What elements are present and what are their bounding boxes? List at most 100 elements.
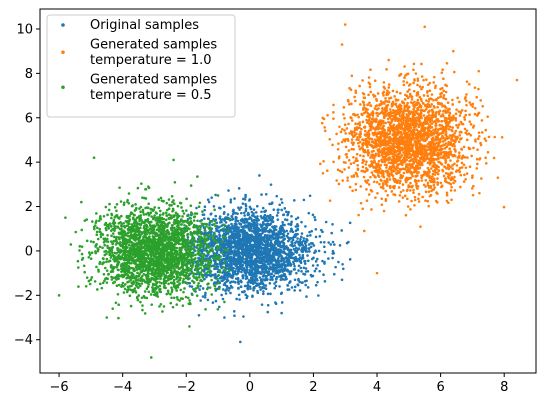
- data-point: [445, 199, 449, 203]
- data-point: [414, 103, 417, 106]
- data-point: [365, 118, 368, 122]
- data-point: [442, 93, 446, 97]
- data-point: [295, 251, 299, 254]
- data-point: [201, 295, 205, 298]
- data-point: [447, 143, 450, 146]
- data-point: [436, 146, 439, 149]
- data-point: [350, 74, 354, 78]
- data-point: [420, 176, 423, 180]
- data-point: [361, 120, 365, 124]
- data-point: [297, 264, 301, 268]
- data-point: [421, 101, 425, 105]
- data-point: [258, 253, 262, 257]
- data-point: [464, 166, 468, 169]
- data-point: [379, 145, 382, 148]
- data-point: [420, 62, 423, 66]
- data-point: [392, 142, 395, 146]
- data-point: [331, 222, 334, 226]
- data-point: [380, 141, 383, 145]
- data-point: [263, 278, 267, 282]
- data-point: [226, 286, 229, 289]
- data-point: [214, 262, 218, 266]
- data-point: [241, 232, 245, 236]
- data-point: [445, 84, 449, 88]
- data-point: [252, 287, 255, 290]
- data-point: [366, 145, 369, 149]
- data-point: [349, 116, 352, 119]
- data-point: [231, 217, 235, 221]
- data-point: [437, 143, 440, 146]
- data-point: [362, 92, 366, 96]
- data-point: [342, 138, 345, 142]
- data-point: [236, 271, 240, 275]
- data-point: [464, 99, 468, 103]
- data-point: [399, 91, 402, 95]
- data-point: [402, 83, 406, 87]
- data-point: [373, 174, 376, 178]
- data-point: [220, 220, 223, 224]
- data-point: [450, 153, 453, 157]
- data-point: [434, 199, 438, 203]
- data-point: [230, 226, 233, 230]
- data-point: [296, 232, 299, 236]
- data-point: [198, 288, 201, 291]
- data-point: [432, 169, 435, 173]
- data-point: [361, 147, 365, 150]
- data-point: [406, 72, 410, 76]
- data-point: [403, 160, 406, 163]
- data-point: [392, 129, 396, 133]
- data-point: [383, 128, 386, 132]
- data-point: [228, 228, 232, 232]
- data-point: [331, 256, 334, 260]
- data-point: [401, 175, 404, 178]
- data-point: [323, 250, 327, 254]
- data-point: [248, 285, 252, 288]
- data-point: [424, 138, 427, 141]
- data-point: [240, 251, 244, 255]
- data-point: [263, 271, 266, 275]
- data-point: [451, 164, 454, 167]
- data-point: [417, 134, 421, 138]
- data-point: [387, 147, 391, 151]
- data-point: [417, 192, 421, 196]
- data-point: [362, 106, 366, 110]
- data-point: [225, 278, 229, 281]
- data-point: [412, 81, 415, 85]
- data-point: [336, 168, 340, 172]
- data-point: [348, 185, 352, 189]
- data-point: [428, 174, 431, 178]
- data-point: [261, 253, 264, 257]
- data-point: [383, 157, 386, 161]
- data-point: [453, 189, 457, 192]
- data-point: [420, 174, 424, 178]
- data-point: [274, 233, 277, 236]
- data-point: [433, 173, 437, 176]
- data-point: [284, 268, 288, 272]
- data-point: [396, 119, 400, 123]
- data-point: [457, 123, 461, 127]
- data-point: [232, 260, 236, 263]
- data-point: [460, 166, 464, 169]
- data-point: [460, 130, 463, 134]
- data-point: [265, 270, 268, 273]
- data-point: [289, 222, 293, 226]
- data-point: [326, 113, 329, 117]
- data-point: [458, 133, 462, 137]
- data-point: [248, 253, 251, 256]
- data-point: [422, 183, 426, 187]
- data-point: [468, 101, 472, 104]
- data-point: [442, 96, 445, 100]
- data-point: [265, 234, 268, 238]
- data-point: [227, 259, 231, 263]
- data-point: [240, 225, 243, 229]
- data-point: [400, 154, 404, 157]
- data-point: [403, 133, 407, 136]
- data-point: [443, 151, 446, 155]
- data-point: [365, 199, 369, 202]
- data-point: [317, 294, 320, 297]
- data-point: [379, 136, 383, 140]
- data-point: [279, 259, 282, 263]
- data-point: [244, 245, 248, 249]
- data-point: [421, 126, 425, 130]
- data-point: [232, 208, 235, 212]
